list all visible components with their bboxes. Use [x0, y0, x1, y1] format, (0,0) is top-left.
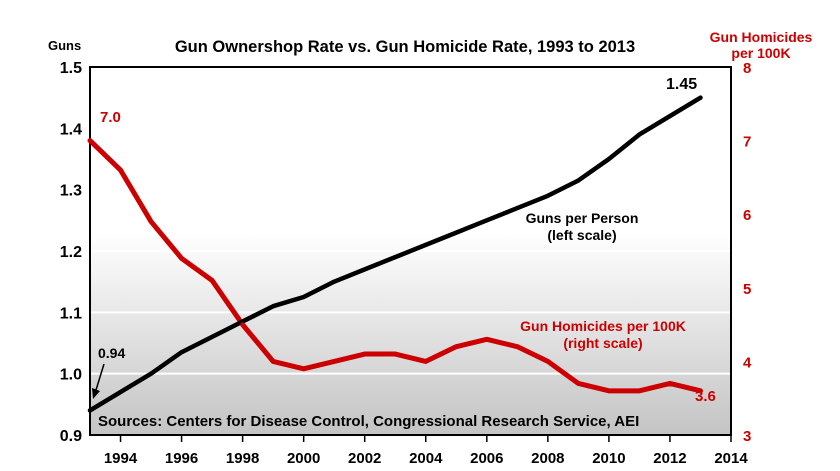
y-right-tick-label: 7 [743, 134, 751, 151]
data-point-guns [454, 230, 459, 235]
data-point-guns [149, 371, 154, 376]
data-point-guns [698, 95, 703, 100]
x-tick-label: 2014 [714, 450, 748, 467]
y-left-tick-label: 1.5 [60, 60, 82, 77]
data-point-homicide [209, 278, 215, 283]
annotation-guns-start: 0.94 [98, 345, 125, 361]
data-point-guns [545, 193, 550, 198]
data-point-guns [423, 242, 428, 247]
data-point-homicide [545, 359, 551, 364]
source-note: Sources: Centers for Disease Control, Co… [98, 413, 639, 430]
data-point-homicide [179, 256, 184, 261]
y-left-tick-label: 1.4 [60, 121, 82, 138]
data-point-homicide [667, 381, 673, 386]
data-point-guns [667, 114, 672, 119]
data-point-guns [301, 295, 306, 299]
data-point-homicide [87, 138, 93, 143]
chart-title: Gun Ownershop Rate vs. Gun Homicide Rate… [175, 38, 635, 56]
data-point-homicide [576, 381, 581, 386]
data-point-guns [271, 304, 276, 309]
y-left-tick-label: 1.1 [60, 305, 82, 322]
y-right-tick-label: 8 [743, 60, 751, 77]
data-point-homicide [148, 219, 154, 224]
x-tick-label: 1996 [165, 450, 198, 467]
data-point-homicide [453, 344, 459, 349]
y-left-tick-label: 0.9 [60, 428, 82, 445]
data-point-homicide [484, 337, 490, 342]
data-point-homicide [118, 167, 123, 173]
data-point-homicide [698, 388, 703, 394]
series-label-homicide-line1: Gun Homicides per 100K [520, 318, 686, 334]
data-point-guns [362, 267, 367, 272]
data-point-guns [606, 157, 611, 161]
data-point-guns [179, 350, 184, 355]
data-point-guns [88, 408, 92, 413]
series-label-guns-line1: Guns per Person [526, 210, 639, 226]
y-right-tick-label: 5 [743, 281, 751, 298]
y-right-tick-label: 3 [743, 428, 751, 445]
y-left-tick-label: 1.2 [60, 244, 82, 261]
series-label-homicide-line2: (right scale) [563, 335, 642, 351]
y-left-tick-label: 1.0 [60, 367, 82, 384]
data-point-homicide [423, 359, 429, 364]
left-axis-label: Guns [48, 38, 81, 53]
x-tick-label: 2010 [592, 450, 625, 467]
data-point-guns [332, 279, 337, 284]
plot-border [89, 66, 732, 436]
annotation-guns-end: 1.45 [666, 76, 697, 93]
data-point-homicide [362, 351, 368, 357]
y-right-tick-label: 6 [743, 207, 751, 224]
x-tick-label: 2004 [409, 450, 443, 467]
data-point-homicide [331, 359, 337, 364]
data-point-guns [576, 178, 581, 183]
x-tick-label: 2006 [470, 450, 503, 467]
y-left-tick-label: 1.3 [60, 183, 82, 200]
data-point-homicide [606, 388, 612, 394]
annotation-homicide-start: 7.0 [100, 109, 121, 126]
data-point-homicide [515, 344, 520, 349]
series-label-guns-line2: (left scale) [547, 227, 616, 243]
x-tick-label: 2012 [653, 450, 686, 467]
x-tick-label: 1994 [104, 450, 138, 467]
x-tick-label: 2000 [287, 450, 320, 467]
data-point-guns [515, 206, 520, 211]
x-tick-label: 2008 [531, 450, 564, 467]
data-points [87, 95, 703, 413]
annotation-arrow-shaft [95, 363, 105, 391]
data-point-guns [118, 390, 123, 395]
x-axis-ticks: 1994 1996 1998 2000 2002 2004 2006 2008 2010 2012… [104, 435, 748, 467]
data-point-guns [393, 255, 398, 260]
data-point-guns [210, 334, 215, 339]
data-point-homicide [240, 322, 245, 327]
data-point-guns [484, 218, 489, 223]
data-point-guns [637, 132, 642, 137]
data-point-homicide [301, 366, 306, 372]
left-axis-ticks: 0.9 1.0 1.1 1.2 1.3 1.4 1.5 [60, 60, 82, 445]
x-tick-label: 1998 [226, 450, 259, 467]
y-right-tick-label: 4 [743, 354, 752, 371]
right-axis-ticks: 3 4 5 6 7 8 [743, 60, 752, 445]
right-axis-label-line2: per 100K [731, 45, 790, 61]
data-point-homicide [637, 388, 642, 394]
x-tick-label: 2002 [348, 450, 381, 467]
annotation-arrow-head [92, 388, 100, 399]
right-axis-label-line1: Gun Homicides [710, 29, 813, 45]
data-point-homicide [270, 359, 276, 364]
annotation-homicide-end: 3.6 [695, 388, 716, 405]
data-point-homicide [392, 351, 398, 357]
